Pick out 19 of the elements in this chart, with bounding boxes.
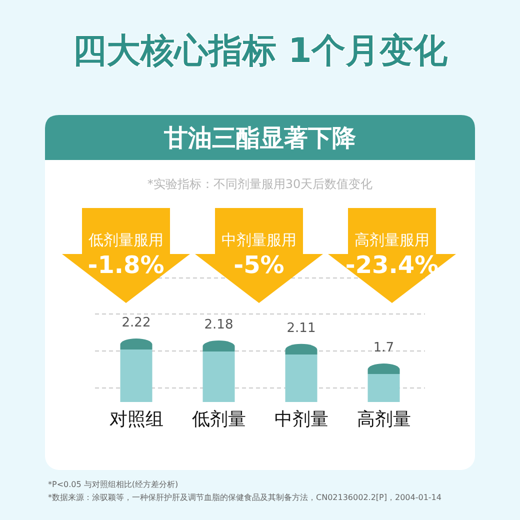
data-label: 1.7 — [373, 340, 394, 356]
data-label: 2.22 — [122, 316, 151, 331]
text: 高剂量服用 — [354, 231, 430, 249]
annotation: -5% — [234, 251, 284, 279]
x-tick-label: 中剂量 — [274, 409, 328, 430]
text: *实验指标：不同剂量服用30天后数值变化 — [147, 177, 373, 191]
x-tick-label: 高剂量 — [356, 409, 411, 430]
x-tick-label: 低剂量 — [192, 409, 246, 430]
x-tick-label: 对照组 — [109, 409, 164, 430]
text: 低剂量服用 — [88, 231, 164, 249]
chart-title: 四大核心指标 1个月变化 — [72, 31, 449, 71]
annotation: -23.4% — [345, 251, 439, 279]
chart-subtitle: 甘油三酯显著下降 — [163, 124, 357, 152]
data-label: 2.11 — [286, 320, 316, 336]
text: 中剂量服用 — [222, 231, 296, 249]
text: *数据来源：涂驭颖等，一种保肝护肝及调节血脂的保健食品及其制备方法，CN02136002.2[P]，2004-01-14 — [48, 493, 442, 502]
data-label: 2.18 — [204, 317, 234, 332]
annotation: -1.8% — [88, 251, 164, 279]
text: *P<0.05 与对照组相比(经方差分析) — [48, 480, 178, 489]
